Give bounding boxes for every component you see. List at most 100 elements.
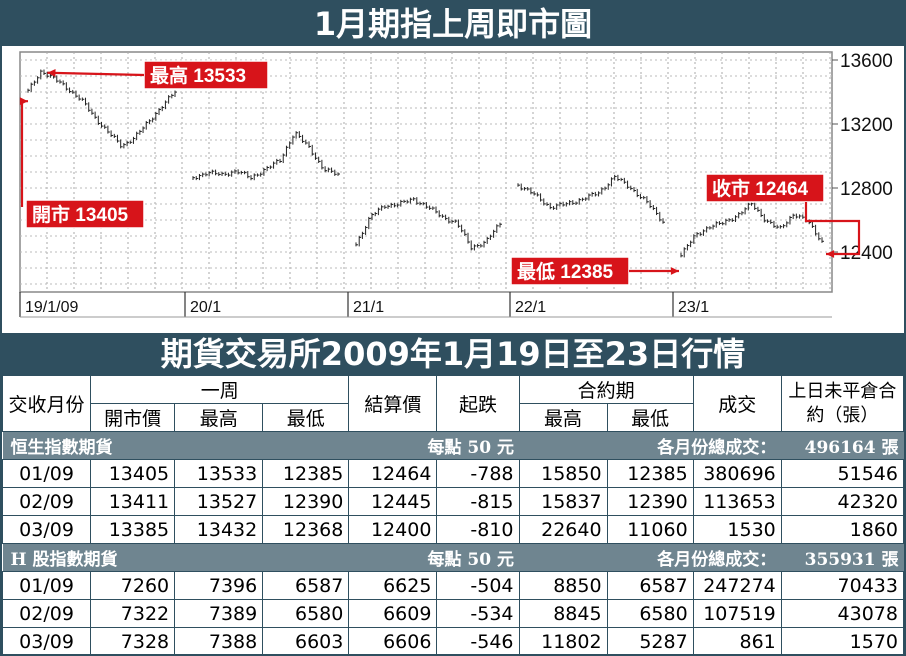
col-header-open-interest: 上日未平倉合約（張） — [780, 375, 905, 432]
section-header: 恒生指數期貨 每點 50 元各月份總成交： 496164 張 — [2, 431, 904, 460]
section-header: H 股指數期貨 每點 50 元各月份總成交： 355931 張 — [2, 543, 904, 572]
table-body: 交收月份 一周 結算價 起跌 合約期 成交 上日未平倉合約（張） 開市價 最高 … — [1, 375, 905, 656]
callout-open-box — [25, 199, 145, 229]
callout-high-arrow-line — [47, 71, 145, 77]
table-cell: 15837 — [518, 487, 608, 516]
section-total: 355931 張 — [781, 543, 904, 572]
table-cell: 113653 — [692, 487, 782, 516]
table-cell: 11802 — [518, 627, 608, 656]
callout-low-box — [510, 256, 630, 286]
callout-low-arrow-head — [670, 267, 679, 275]
table-cell: 12385 — [606, 459, 694, 488]
table-cell: 5287 — [606, 627, 694, 656]
col-header-low: 最低 — [262, 403, 350, 432]
y-tick-label: 13600 — [840, 51, 893, 72]
table-cell: 861 — [692, 627, 782, 656]
callout-high-label: 最高 13533 — [150, 64, 246, 87]
table-cell: 03/09 — [1, 627, 92, 656]
table-cell: 1570 — [780, 627, 905, 656]
table-cell: 11060 — [606, 515, 694, 544]
x-tick-label: 22/1 — [515, 299, 546, 316]
x-tick-label: 21/1 — [353, 299, 384, 316]
table-cell: 12390 — [606, 487, 694, 516]
table-cell: 247274 — [692, 571, 782, 600]
table-cell: 6580 — [262, 599, 350, 628]
table-cell: 107519 — [692, 599, 782, 628]
table-cell: 8850 — [518, 571, 608, 600]
table-row: 01/09 13405 13533 12385 12464 -788 15850 12385 3… — [1, 459, 905, 488]
table-cell: 7260 — [90, 571, 176, 600]
callout-open-arrow-head — [19, 97, 28, 106]
table-cell: 1860 — [780, 515, 905, 544]
table-cell: 12464 — [348, 459, 438, 488]
table-cell: 15850 — [518, 459, 608, 488]
table-cell: 7328 — [90, 627, 176, 656]
section-name: H 股指數期貨 — [2, 543, 349, 572]
futures-table: 交收月份 一周 結算價 起跌 合約期 成交 上日未平倉合約（張） 開市價 最高 … — [1, 375, 905, 656]
y-tick-label: 13200 — [840, 115, 893, 136]
intraday-chart: 13600 13200 12800 12400 19/1/09 20/1 21/1 22/1 2… — [19, 51, 893, 318]
section-per-point: 每點 50 元 — [348, 543, 519, 572]
table-title: 期貨交易所2009年1月19日至23日行情 — [2, 333, 904, 375]
col-header-settle: 結算價 — [348, 375, 438, 432]
table-cell: 12400 — [348, 515, 438, 544]
table-cell: -810 — [436, 515, 520, 544]
table-cell: 13385 — [90, 515, 176, 544]
callout-open-label: 開市 13405 — [32, 203, 129, 226]
section-total-label: 各月份總成交： — [519, 543, 782, 572]
col-header-contract-low: 最低 — [606, 403, 694, 432]
callout-close-label: 收市 12464 — [712, 177, 809, 200]
chart-title: 1月期指上周即市圖 — [2, 2, 904, 46]
table-row: 02/09 13411 13527 12390 12445 -815 15837 12390 1… — [1, 487, 905, 516]
table-cell: 380696 — [692, 459, 782, 488]
table-cell: 02/09 — [1, 599, 92, 628]
table-row: 02/09 7322 7389 6580 6609 -534 8845 6580 107519 4… — [1, 599, 905, 628]
table-cell: 13533 — [174, 459, 264, 488]
table-cell: 12390 — [262, 487, 350, 516]
table-cell: 6606 — [348, 627, 438, 656]
table-cell: -534 — [436, 599, 520, 628]
table-cell: 6625 — [348, 571, 438, 600]
y-tick-label: 12800 — [840, 179, 893, 200]
callout-high-arrow-head — [47, 68, 56, 77]
table-cell: 03/09 — [1, 515, 92, 544]
table-row: 03/09 7328 7388 6603 6606 -546 11802 5287 861 157… — [1, 627, 905, 656]
table-cell: 7389 — [174, 599, 264, 628]
col-header-open: 開市價 — [90, 403, 176, 432]
callout-close-arrow-line — [804, 202, 861, 256]
col-header-contract-high: 最高 — [518, 403, 608, 432]
table-cell: 51546 — [780, 459, 905, 488]
section-total: 496164 張 — [781, 431, 904, 460]
y-tick-label: 12400 — [840, 243, 893, 264]
callout-low-label: 最低 12385 — [517, 260, 614, 283]
table-cell: 6587 — [262, 571, 350, 600]
table-cell: 7322 — [90, 599, 176, 628]
table-cell: 13432 — [174, 515, 264, 544]
table-cell: 13527 — [174, 487, 264, 516]
table-cell: -815 — [436, 487, 520, 516]
section-total-label: 各月份總成交： — [519, 431, 782, 460]
table-cell: 01/09 — [1, 571, 92, 600]
table-cell: 01/09 — [1, 459, 92, 488]
table-cell: 8845 — [518, 599, 608, 628]
table-row: 03/09 13385 13432 12368 12400 -810 22640 11060 1… — [1, 515, 905, 544]
table-cell: 7388 — [174, 627, 264, 656]
table-cell: 42320 — [780, 487, 905, 516]
table-cell: -788 — [436, 459, 520, 488]
x-tick-label: 19/1/09 — [25, 299, 78, 316]
section-per-point: 每點 50 元 — [348, 431, 519, 460]
table-cell: 02/09 — [1, 487, 92, 516]
table-cell: 22640 — [518, 515, 608, 544]
table-cell: 1530 — [692, 515, 782, 544]
table-cell: 6609 — [348, 599, 438, 628]
callout-close-arrow-head — [826, 250, 835, 258]
table-cell: 7396 — [174, 571, 264, 600]
col-header-week: 一周 — [90, 375, 350, 404]
table-cell: 13411 — [90, 487, 176, 516]
table-cell: 12368 — [262, 515, 350, 544]
table-cell: 6587 — [606, 571, 694, 600]
col-header-change: 起跌 — [436, 375, 520, 432]
x-tick-label: 20/1 — [190, 299, 221, 316]
table-cell: 13405 — [90, 459, 176, 488]
col-header-month: 交收月份 — [1, 375, 92, 432]
